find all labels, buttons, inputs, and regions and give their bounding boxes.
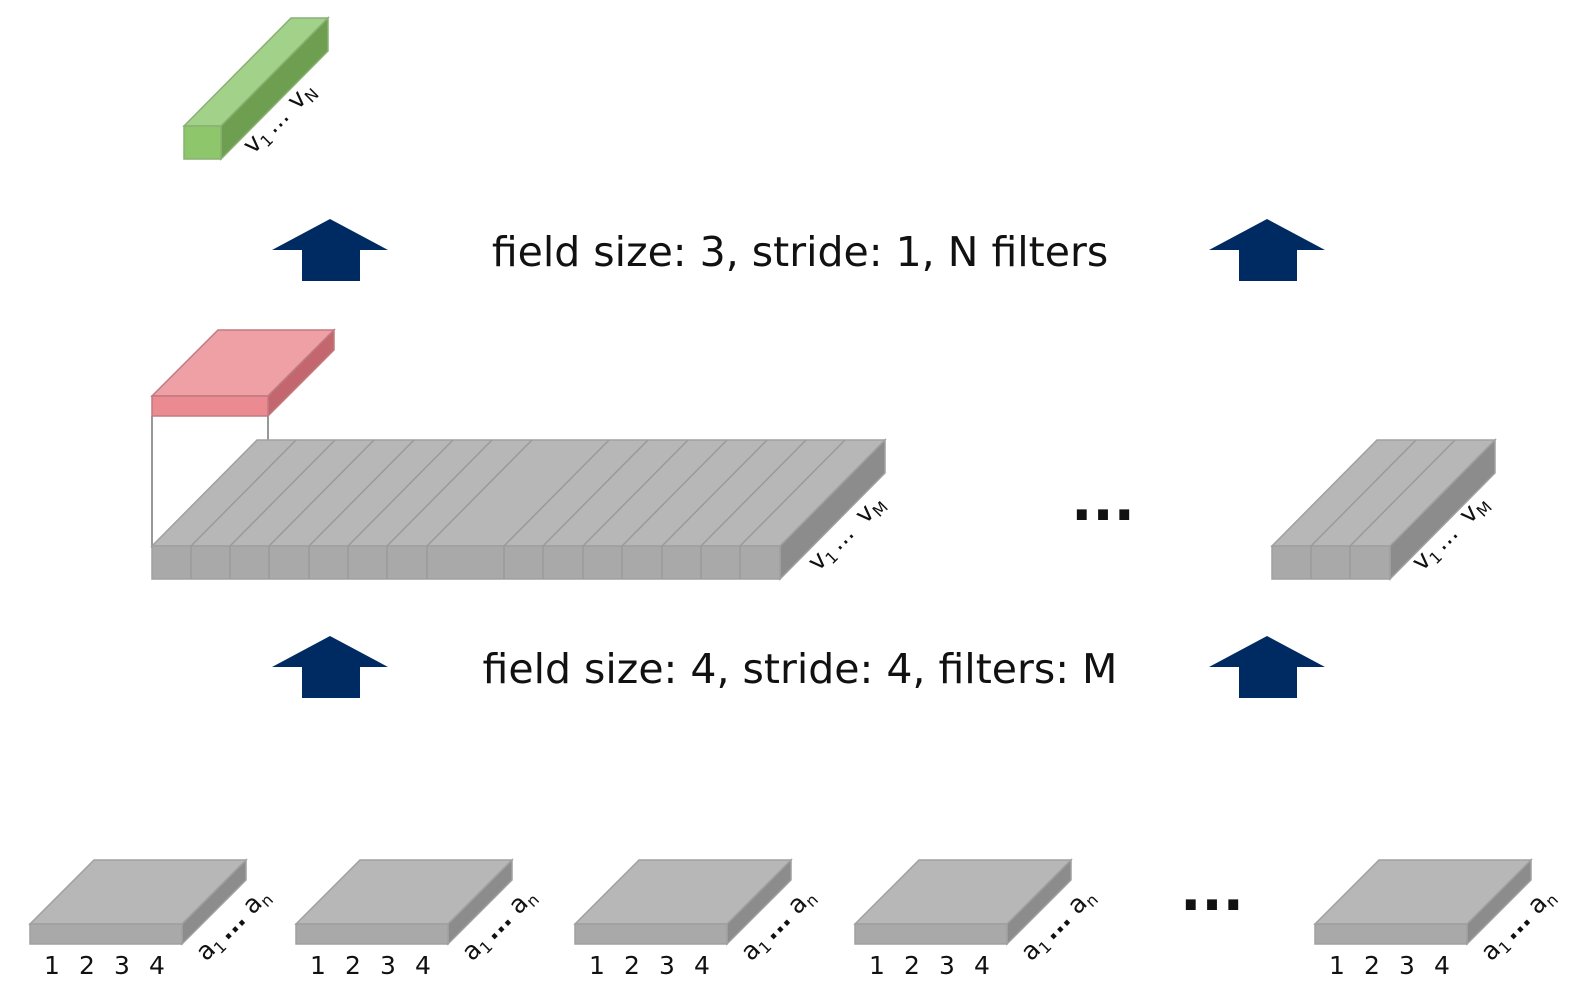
input-tick-label: 3 [939,951,955,980]
input-tick-label: 4 [415,951,431,980]
input-tick-label: 4 [149,951,165,980]
up-arrow-left-lower [272,636,388,698]
input-tick-label: 3 [380,951,396,980]
feature-map-ellipsis: ... [1071,469,1135,534]
input-tiles: 1 2 3 4 a1...an1 2 3 4 a1...an1 2 3 4 a1...an1 2 3 4 a1.… [28,858,1562,980]
input-tick-label: 4 [1434,951,1450,980]
lower-caption: field size: 4, stride: 4, filters: M [483,645,1118,693]
input-tick-label: 1 [589,951,605,980]
input-tile: 1 2 3 4 a1...an [573,858,822,980]
input-tile: 1 2 3 4 a1...an [853,858,1102,980]
input-tick-label: 1 [44,951,60,980]
input-tick-label: 2 [624,951,640,980]
input-tick-label: 4 [974,951,990,980]
feature-map-left-column-dividers [190,439,846,579]
up-arrow-right-upper [1209,219,1325,281]
input-tick-label: 2 [345,951,361,980]
input-tick-label: 2 [79,951,95,980]
input-tick-label: 4 [694,951,710,980]
input-tile: 1 2 3 4 a1...an [28,858,277,980]
input-tiles-ellipsis: ... [1180,859,1244,924]
input-tick-label: 3 [1399,951,1415,980]
up-arrow-left-upper [272,219,388,281]
input-tick-label: 1 [310,951,326,980]
input-tick-label: 1 [869,951,885,980]
upper-caption: field size: 3, stride: 1, N filters [492,228,1108,276]
input-tick-label: 3 [659,951,675,980]
input-tile: 1 2 3 4 a1...an [294,858,543,980]
input-tick-label: 2 [904,951,920,980]
up-arrow-right-lower [1209,636,1325,698]
input-tick-label: 3 [114,951,130,980]
feature-map-left [150,438,887,581]
feature-map-right [1270,438,1497,581]
input-tick-label: 1 [1329,951,1345,980]
filter-block [150,328,336,548]
output-vector-block [182,16,330,161]
input-tile: 1 2 3 4 a1...an [1313,858,1562,980]
input-tick-label: 2 [1364,951,1380,980]
